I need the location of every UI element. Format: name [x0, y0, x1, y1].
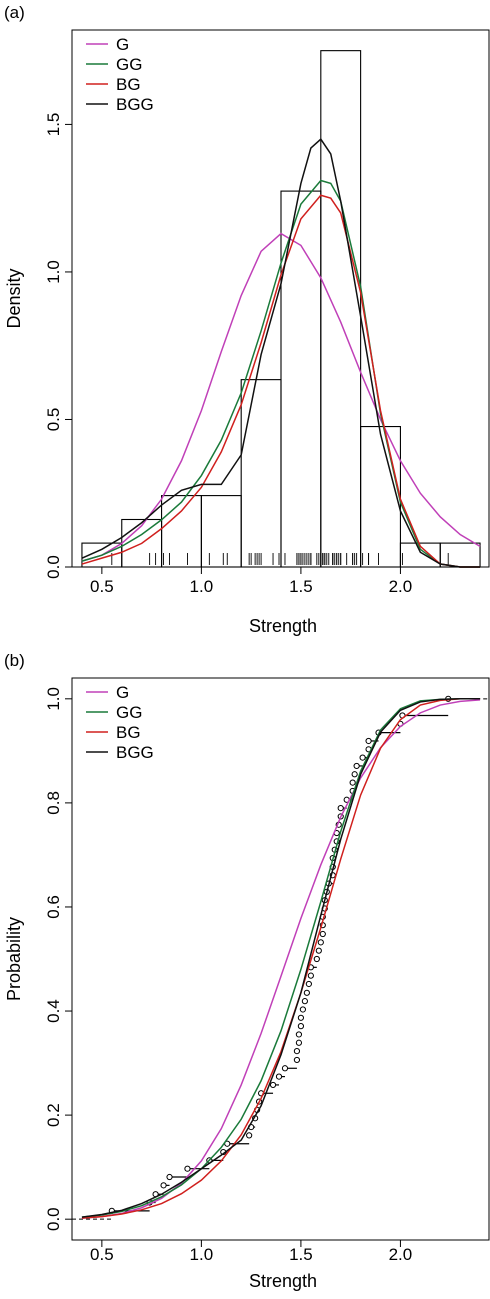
histogram-bar-7: [320, 50, 362, 568]
x-tick-label: 1.5: [289, 1245, 313, 1264]
ecdf-point: [293, 1048, 301, 1055]
histogram-bar-3: [161, 495, 202, 568]
panel-b-label: (b): [4, 651, 25, 670]
ecdf-point: [351, 771, 358, 778]
y-axis-title: Density: [4, 268, 24, 328]
legend-label-bgg: BGG: [116, 95, 154, 114]
y-tick-label: 1.5: [44, 113, 63, 137]
legend-label-gg: GG: [116, 703, 142, 722]
legend-label-g: G: [116, 35, 129, 54]
plot-frame: [71, 29, 490, 568]
ecdf-point: [337, 804, 344, 812]
series-line-bgg: [81, 698, 481, 1218]
ecdf-point: [319, 930, 326, 938]
x-axis-title: Strength: [249, 1271, 317, 1291]
x-axis-title: Strength: [249, 616, 317, 636]
legend-label-g: G: [116, 683, 129, 702]
ecdf-point: [281, 1065, 289, 1072]
panel-b-cdf-plot: (b) 0.5 1.0 1.5 2.0 0.0 0.2 0.4 0.6 0.8 1.0 Strengt…: [4, 651, 490, 1291]
series-line-bg: [81, 698, 481, 1219]
ecdf-point: [269, 1081, 277, 1089]
x-tick-label: 2.0: [389, 577, 413, 596]
ecdf-point: [317, 939, 324, 946]
ecdf-point: [305, 980, 312, 988]
legend-label-gg: GG: [116, 55, 142, 74]
ecdf-point: [246, 1132, 253, 1139]
y-tick-label: 0.6: [44, 895, 63, 919]
ecdf-point: [297, 1014, 305, 1021]
ecdf-point: [349, 779, 356, 786]
y-tick-label: 0.0: [44, 1207, 63, 1231]
series-line-g: [81, 699, 481, 1219]
y-tick-label: 1.0: [44, 260, 63, 284]
ecdf-point: [293, 1056, 301, 1064]
ecdf-point: [275, 1073, 283, 1080]
histogram-bar-5: [240, 379, 282, 568]
legend-label-bg: BG: [116, 723, 141, 742]
ecdf-point: [160, 1182, 167, 1189]
ecdf-point: [295, 1031, 303, 1038]
x-tick-label: 1.0: [190, 1245, 214, 1264]
panel-a-density-histogram: (a) 0.5 1.0 1.5 2.0 0.0 0.5 1.0 1.5 Strength Densi…: [4, 3, 490, 636]
ecdf-point: [301, 998, 308, 1005]
plot-frame: [71, 677, 490, 1241]
y-tick-label: 0.0: [44, 555, 63, 579]
x-tick-label: 1.5: [289, 577, 313, 596]
y-tick-label: 0.4: [44, 999, 63, 1023]
ecdf-point: [365, 737, 372, 745]
histogram-bar-10: [439, 542, 481, 568]
y-axis-title: Probability: [4, 917, 24, 1001]
ecdf-point: [166, 1173, 173, 1181]
ecdf-point: [299, 1006, 306, 1013]
ecdf-point: [313, 955, 320, 963]
ecdf-point: [303, 989, 310, 996]
panel-a-label: (a): [4, 3, 25, 22]
ecdf-point: [184, 1165, 191, 1172]
ecdf-point: [295, 1039, 303, 1046]
ecdf-point: [297, 1023, 305, 1030]
y-tick-label: 0.2: [44, 1103, 63, 1127]
x-tick-label: 0.5: [90, 577, 114, 596]
y-tick-label: 0.5: [44, 408, 63, 432]
x-tick-label: 2.0: [389, 1245, 413, 1264]
ecdf-point: [307, 972, 314, 979]
legend-label-bgg: BGG: [116, 743, 154, 762]
y-tick-label: 0.8: [44, 791, 63, 815]
ecdf-point: [315, 947, 322, 954]
series-line-bg: [81, 194, 481, 568]
ecdf-point: [353, 762, 360, 770]
series-line-gg: [81, 698, 481, 1218]
x-tick-label: 1.0: [190, 577, 214, 596]
x-tick-label: 0.5: [90, 1245, 114, 1264]
histogram-bar-4: [200, 495, 242, 568]
y-tick-label: 1.0: [44, 687, 63, 711]
series-line-bgg: [81, 138, 481, 568]
ecdf-point: [359, 754, 366, 761]
legend-label-bg: BG: [116, 75, 141, 94]
